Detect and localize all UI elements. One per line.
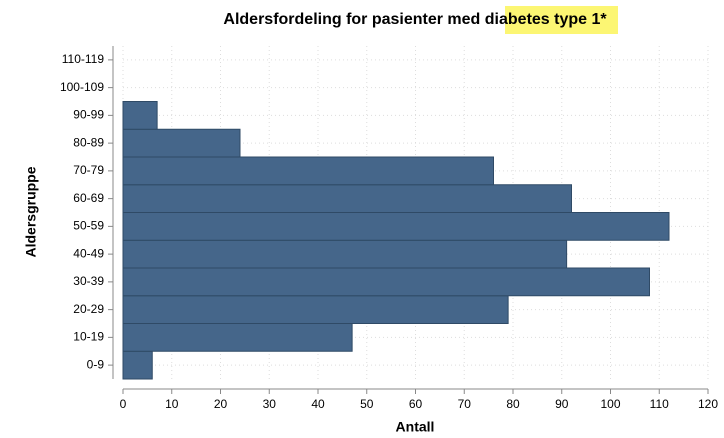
x-tick-label: 60	[409, 397, 423, 411]
bar	[122, 295, 509, 324]
y-tick-label: 20-29	[73, 302, 104, 316]
bar	[122, 156, 494, 186]
y-tick-label: 40-49	[73, 246, 104, 260]
highlight	[505, 6, 618, 34]
x-tick-label: 120	[698, 397, 718, 411]
x-tick-label: 40	[311, 397, 325, 411]
bar	[122, 323, 353, 352]
chart-title: Aldersfordeling for pasienter med diabet…	[223, 11, 607, 28]
bar	[122, 184, 572, 213]
x-tick-label: 10	[165, 397, 179, 411]
x-tick-label: 80	[506, 397, 520, 411]
x-tick-label: 110	[650, 397, 669, 411]
x-axis-title: Antall	[396, 419, 435, 435]
bar	[122, 239, 568, 269]
y-tick-label: 70-79	[73, 163, 104, 177]
x-tick-label: 90	[555, 397, 569, 411]
y-tick-label: 10-19	[73, 330, 104, 344]
y-tick-label: 0-9	[87, 357, 105, 371]
bar	[122, 267, 650, 297]
bar	[122, 128, 241, 158]
y-tick-label: 110-119	[62, 52, 105, 66]
y-tick-label: 30-39	[73, 274, 104, 288]
x-tick-label: 30	[263, 397, 277, 411]
y-tick-label: 90-99	[73, 108, 104, 122]
x-tick-label: 50	[360, 397, 374, 411]
y-axis-title: Aldersgruppe	[23, 166, 39, 257]
x-tick-label: 100	[600, 397, 620, 411]
y-tick-label: 80-89	[73, 135, 104, 149]
x-tick-label: 0	[120, 397, 127, 411]
bar	[122, 212, 670, 241]
y-tick-label: 100-109	[60, 80, 104, 94]
x-tick-label: 20	[214, 397, 228, 411]
bar	[122, 101, 158, 130]
x-tick-label: 70	[458, 397, 472, 411]
y-tick-label: 50-59	[73, 219, 104, 233]
bar	[122, 350, 153, 380]
y-tick-label: 60-69	[73, 191, 104, 205]
